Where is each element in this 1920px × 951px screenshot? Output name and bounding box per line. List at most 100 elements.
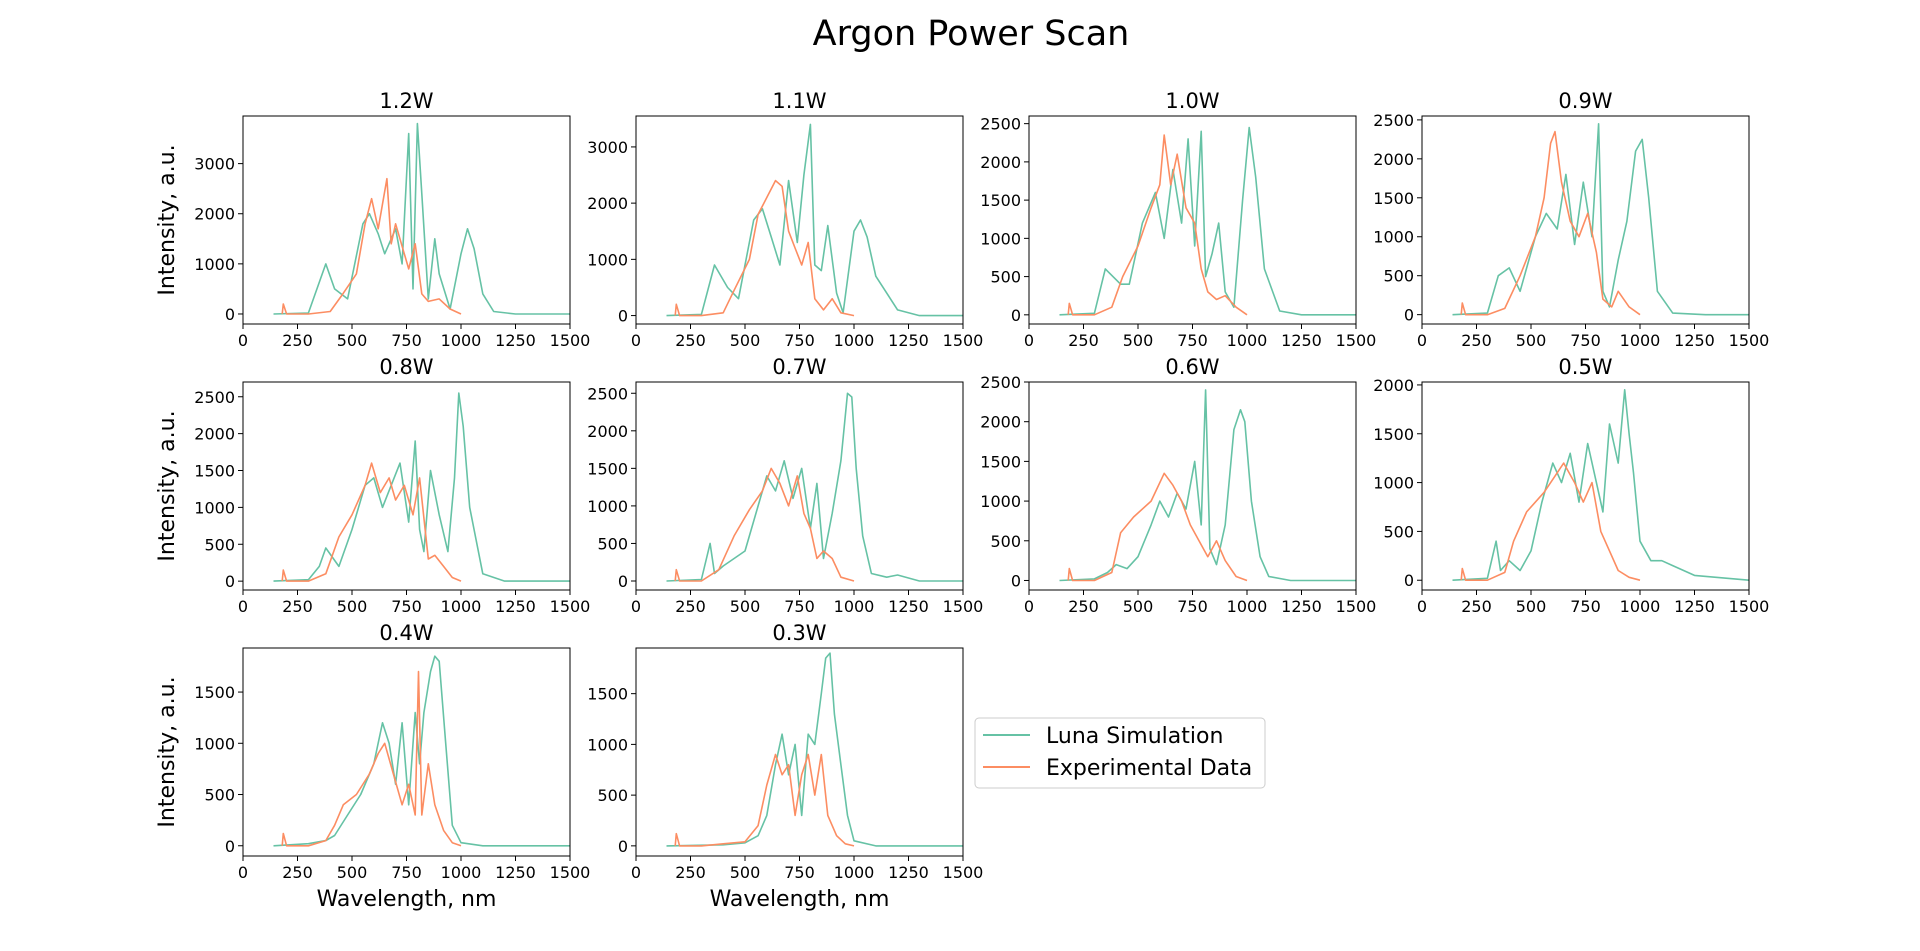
x-tick-label: 1000 bbox=[441, 597, 482, 616]
y-tick-label: 2000 bbox=[1373, 376, 1414, 395]
x-axis-label: Wavelength, nm bbox=[317, 887, 497, 912]
x-tick-label: 0 bbox=[631, 597, 641, 616]
x-tick-label: 500 bbox=[730, 597, 761, 616]
y-tick-label: 0 bbox=[618, 307, 628, 326]
x-tick-label: 1250 bbox=[1281, 597, 1322, 616]
plot-frame bbox=[1028, 381, 1357, 591]
x-tick-label: 0 bbox=[631, 863, 641, 882]
y-tick-label: 0 bbox=[225, 305, 235, 324]
x-tick-label: 1000 bbox=[1620, 597, 1661, 616]
y-tick-label: 2500 bbox=[980, 115, 1021, 134]
x-tick-label: 500 bbox=[730, 863, 761, 882]
experimental-data-line bbox=[1460, 462, 1641, 582]
x-tick-label: 500 bbox=[1516, 597, 1547, 616]
y-tick-label: 1500 bbox=[1373, 189, 1414, 208]
y-tick-label: 1000 bbox=[587, 735, 628, 754]
x-tick-label: 250 bbox=[1461, 331, 1492, 350]
y-tick-label: 2500 bbox=[587, 384, 628, 403]
x-tick-label: 1500 bbox=[550, 863, 591, 882]
y-tick-label: 1500 bbox=[980, 191, 1021, 210]
experimental-data-line bbox=[674, 467, 855, 582]
subplot-0.5W: 0.5W 0 250 500 750 1000 1250 1500 0 500 1000 1500 20… bbox=[1373, 355, 1769, 616]
y-tick-label: 0 bbox=[225, 572, 235, 591]
x-tick-label: 1500 bbox=[1729, 597, 1770, 616]
subplot-0.8W: 0.8W 0 250 500 750 1000 1250 1500 0 500 1000 1500 20… bbox=[155, 355, 590, 616]
x-tick-label: 1500 bbox=[943, 331, 984, 350]
y-tick-label: 500 bbox=[204, 535, 235, 554]
y-tick-label: 2000 bbox=[194, 425, 235, 444]
luna-simulation-line bbox=[666, 123, 963, 317]
subplot-title: 1.1W bbox=[772, 89, 826, 113]
y-tick-label: 1000 bbox=[1373, 474, 1414, 493]
x-tick-label: 1500 bbox=[943, 597, 984, 616]
y-tick-label: 2000 bbox=[587, 194, 628, 213]
experimental-data-line bbox=[674, 179, 855, 317]
y-tick-label: 1500 bbox=[587, 685, 628, 704]
y-tick-label: 1000 bbox=[980, 229, 1021, 248]
figure-title: Argon Power Scan bbox=[813, 14, 1130, 54]
experimental-data-line bbox=[674, 753, 855, 847]
x-tick-label: 1000 bbox=[1227, 597, 1268, 616]
x-tick-label: 250 bbox=[1068, 597, 1099, 616]
y-tick-label: 1000 bbox=[194, 255, 235, 274]
x-tick-label: 1500 bbox=[550, 597, 591, 616]
y-tick-label: 1500 bbox=[980, 452, 1021, 471]
x-tick-label: 0 bbox=[238, 863, 248, 882]
x-tick-label: 1250 bbox=[495, 331, 536, 350]
x-tick-label: 750 bbox=[1570, 331, 1601, 350]
x-tick-label: 1500 bbox=[550, 331, 591, 350]
y-tick-label: 500 bbox=[597, 534, 628, 553]
plot-frame bbox=[242, 115, 571, 325]
subplot-0.9W: 0.9W 0 250 500 750 1000 1250 1500 0 500 1000 1500 20… bbox=[1373, 89, 1769, 350]
plot-frame bbox=[1421, 381, 1750, 591]
x-tick-label: 750 bbox=[784, 863, 815, 882]
y-tick-label: 0 bbox=[618, 572, 628, 591]
plot-frame bbox=[635, 647, 964, 857]
x-tick-label: 0 bbox=[238, 331, 248, 350]
y-tick-label: 0 bbox=[1011, 306, 1021, 325]
x-tick-label: 1250 bbox=[1674, 331, 1715, 350]
y-tick-label: 0 bbox=[618, 837, 628, 856]
x-tick-label: 0 bbox=[1024, 331, 1034, 350]
x-tick-label: 1500 bbox=[1336, 597, 1377, 616]
x-tick-label: 250 bbox=[675, 863, 706, 882]
subplot-title: 0.9W bbox=[1558, 89, 1612, 113]
luna-simulation-line bbox=[273, 122, 570, 315]
legend: Luna Simulation Experimental Data bbox=[974, 717, 1266, 789]
y-tick-label: 3000 bbox=[587, 138, 628, 157]
y-tick-label: 500 bbox=[990, 532, 1021, 551]
x-tick-label: 1500 bbox=[1729, 331, 1770, 350]
y-tick-label: 0 bbox=[1011, 571, 1021, 590]
y-tick-label: 1000 bbox=[587, 497, 628, 516]
subplot-title: 0.3W bbox=[772, 621, 826, 645]
y-tick-label: 1500 bbox=[587, 459, 628, 478]
subplot-title: 0.6W bbox=[1165, 355, 1219, 379]
y-tick-label: 500 bbox=[1383, 522, 1414, 541]
x-tick-label: 500 bbox=[1123, 331, 1154, 350]
x-tick-label: 500 bbox=[337, 597, 368, 616]
luna-simulation-line bbox=[273, 655, 570, 847]
y-tick-label: 2000 bbox=[980, 153, 1021, 172]
plot-frame bbox=[242, 647, 571, 857]
luna-simulation-line bbox=[666, 652, 963, 847]
x-axis-label: Wavelength, nm bbox=[710, 887, 890, 912]
y-axis-label: Intensity, a.u. bbox=[155, 410, 180, 561]
subplot-1.0W: 1.0W 0 250 500 750 1000 1250 1500 0 500 1000 1500 20… bbox=[980, 89, 1376, 350]
subplot-0.3W: 0.3W 0 250 500 750 1000 1250 1500 0 500 1000 1500 Wa… bbox=[587, 621, 983, 912]
x-tick-label: 1000 bbox=[1620, 331, 1661, 350]
y-tick-label: 1500 bbox=[194, 683, 235, 702]
subplot-title: 0.8W bbox=[379, 355, 433, 379]
experimental-data-line bbox=[1067, 134, 1248, 316]
x-tick-label: 250 bbox=[282, 597, 313, 616]
x-tick-label: 750 bbox=[784, 597, 815, 616]
subplot-0.6W: 0.6W 0 250 500 750 1000 1250 1500 0 500 1000 1500 20… bbox=[980, 355, 1376, 616]
x-tick-label: 1500 bbox=[943, 863, 984, 882]
x-tick-label: 250 bbox=[1068, 331, 1099, 350]
subplot-grid: 1.2W 0 250 500 750 1000 1250 1500 0 1000 2000 3000 I… bbox=[155, 89, 1769, 912]
x-tick-label: 0 bbox=[1417, 331, 1427, 350]
plot-frame bbox=[242, 381, 571, 591]
x-tick-label: 1250 bbox=[888, 597, 929, 616]
x-tick-label: 1250 bbox=[888, 863, 929, 882]
y-tick-label: 500 bbox=[204, 786, 235, 805]
legend-frame bbox=[974, 717, 1266, 789]
